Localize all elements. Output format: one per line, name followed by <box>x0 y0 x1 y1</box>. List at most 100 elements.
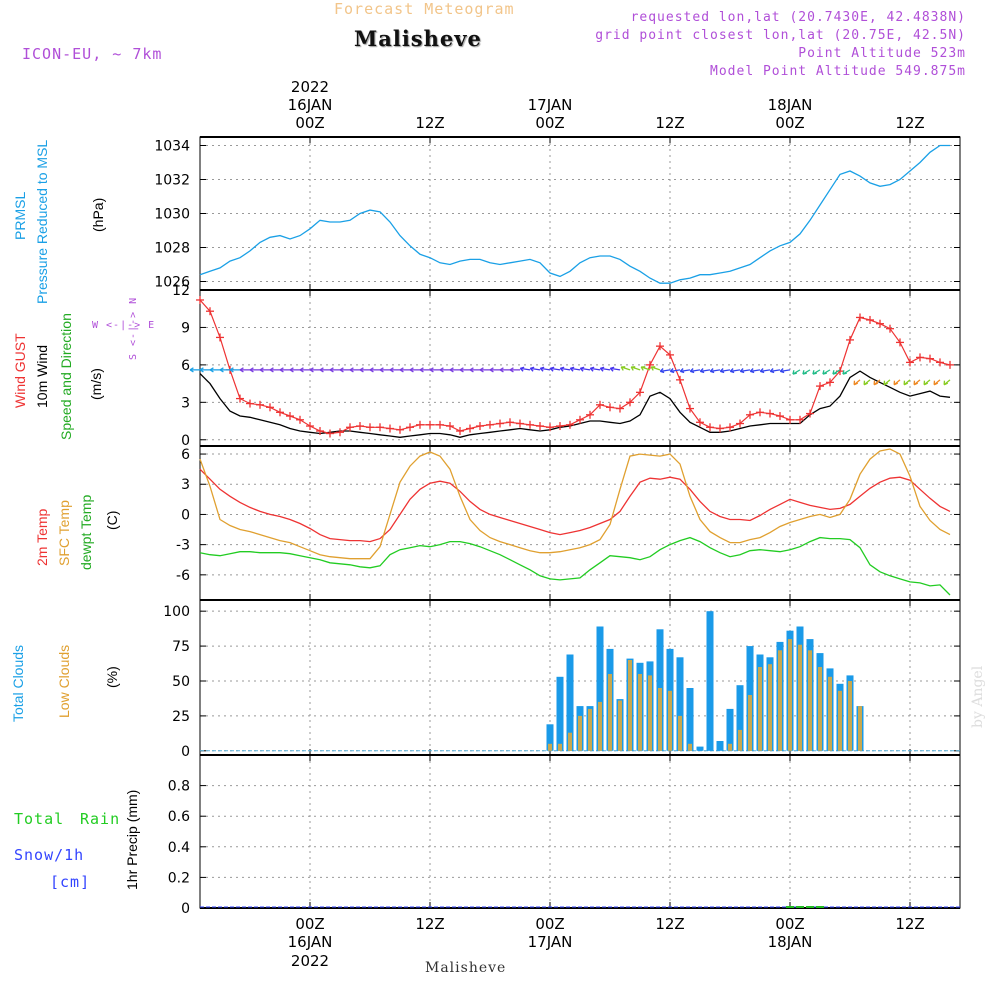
wind-direction-arrow <box>690 370 695 374</box>
wind-direction-arrow <box>399 369 404 373</box>
wind-direction-arrow <box>792 372 797 375</box>
wind-direction-arrow <box>600 367 611 371</box>
bottom-axis-z-label: 00Z <box>295 915 324 933</box>
wind-direction-arrow <box>560 367 571 371</box>
compass-horizontal: W <-|-> E <box>92 320 156 331</box>
low-cloud-bar <box>748 695 752 751</box>
grid-point-coords: grid point closest lon,lat (20.75E, 42.5… <box>595 28 966 43</box>
bottom-axis-z-label: 12Z <box>655 915 684 933</box>
low-cloud-bar <box>558 743 562 751</box>
wind-direction-arrow <box>913 382 919 386</box>
low-cloud-bar <box>808 650 812 751</box>
wind-direction-arrow <box>710 370 715 374</box>
y-tick-label: 3 <box>181 477 190 493</box>
wind-direction-arrow <box>640 366 644 371</box>
wind-direction-arrow <box>670 369 681 372</box>
wind-direction-arrow <box>539 367 544 372</box>
wind-direction-arrow <box>570 367 581 371</box>
wind-direction-arrow <box>209 369 214 373</box>
wind-direction-arrow <box>630 366 634 371</box>
requested-coords: requested lon,lat (20.7430E, 42.4838N) <box>630 10 966 25</box>
total-cloud-bar <box>696 746 704 751</box>
low-cloud-bar <box>688 743 692 751</box>
wind-direction-arrow <box>873 382 879 386</box>
low-cloud-bar <box>548 743 552 751</box>
wind-direction-arrow <box>219 369 224 373</box>
wind-direction-arrow <box>229 369 234 373</box>
low-cloud-bar <box>678 715 682 751</box>
point-altitude: Point Altitude 523m <box>798 46 966 61</box>
low-cloud-bar <box>578 715 582 751</box>
bottom-axis-z-label: 12Z <box>415 915 444 933</box>
total-cloud-bar <box>676 657 684 751</box>
y-tick-label: 9 <box>181 320 190 336</box>
dewpt-line <box>199 536 951 596</box>
wind-direction-arrow <box>499 369 504 373</box>
wind-direction-arrow <box>812 372 817 375</box>
wind-direction-arrow <box>359 369 364 373</box>
total-cloud-bar <box>546 724 554 751</box>
wind-direction-arrow <box>609 367 614 372</box>
model-label: ICON-EU, ~ 7km <box>22 45 163 63</box>
low-cloud-bar <box>628 660 632 751</box>
wind-direction-arrow <box>660 370 665 374</box>
low-cloud-bar <box>598 701 602 751</box>
wind-direction-arrow <box>740 369 751 372</box>
wind-direction-arrow <box>369 369 374 373</box>
wind-direction-arrow <box>530 367 541 371</box>
bottom-axis-z-label: 12Z <box>895 915 924 933</box>
low-cloud-bar <box>758 667 762 751</box>
wind-direction-arrow <box>509 369 514 373</box>
top-axis-z-label: 00Z <box>295 114 324 132</box>
y-tick-label: 50 <box>172 674 190 690</box>
wind-direction-arrow <box>580 367 591 371</box>
y-tick-label: 12 <box>172 283 190 299</box>
y-tick-label: 3 <box>181 395 190 411</box>
wind-direction-arrow <box>943 382 949 386</box>
wind-direction-arrow <box>389 369 394 373</box>
wind-direction-arrow <box>549 367 554 372</box>
rain-bar <box>796 906 804 908</box>
wind-direction-arrow <box>459 369 464 373</box>
wind-direction-arrow <box>429 369 434 373</box>
y-tick-label: 0.8 <box>168 779 190 795</box>
low-cloud-bar <box>588 708 592 751</box>
y-tick-label: 0 <box>181 433 190 449</box>
wind-speed-line <box>199 370 951 438</box>
wind-direction-arrow <box>579 367 584 372</box>
total-cloud-bar <box>736 685 744 751</box>
top-axis-year-label: 2022 <box>291 78 329 96</box>
wind-direction-arrow <box>802 372 807 375</box>
wind-direction-arrow <box>439 369 444 373</box>
y-tick-label: 0.6 <box>168 809 190 825</box>
low-cloud-bar <box>818 667 822 751</box>
rain-bar <box>806 906 814 908</box>
wind-direction-arrow <box>419 369 424 373</box>
p5-label-rain: Rain <box>80 810 121 828</box>
wind-direction-arrow <box>770 370 775 374</box>
low-cloud-bar <box>848 681 852 751</box>
bottom-axis-z-label: 00Z <box>535 915 564 933</box>
wind-direction-arrow <box>559 367 564 372</box>
wind-direction-arrow <box>720 370 725 374</box>
wind-direction-arrow <box>550 367 561 371</box>
low-cloud-bar <box>728 743 732 751</box>
wind-direction-arrow <box>449 369 454 373</box>
y-tick-label: 0 <box>181 744 190 760</box>
y-tick-label: -6 <box>176 568 190 584</box>
top-axis-z-label: 00Z <box>535 114 564 132</box>
model-altitude: Model Point Altitude 549.875m <box>710 64 966 79</box>
total-cloud-bar <box>716 741 724 751</box>
wind-direction-arrow <box>842 372 847 375</box>
low-cloud-bar <box>828 676 832 751</box>
wind-direction-arrow <box>319 369 324 373</box>
panel-frame <box>199 754 961 909</box>
wind-direction-arrow <box>409 369 414 373</box>
wind-direction-arrow <box>893 382 899 386</box>
wind-direction-arrow <box>379 369 384 373</box>
total-cloud-bar <box>556 676 564 751</box>
wind-direction-arrow <box>329 369 334 373</box>
top-axis-date-label: 18JAN <box>768 96 813 114</box>
low-cloud-bar <box>768 664 772 751</box>
bottom-axis-year-label: 2022 <box>291 952 329 970</box>
